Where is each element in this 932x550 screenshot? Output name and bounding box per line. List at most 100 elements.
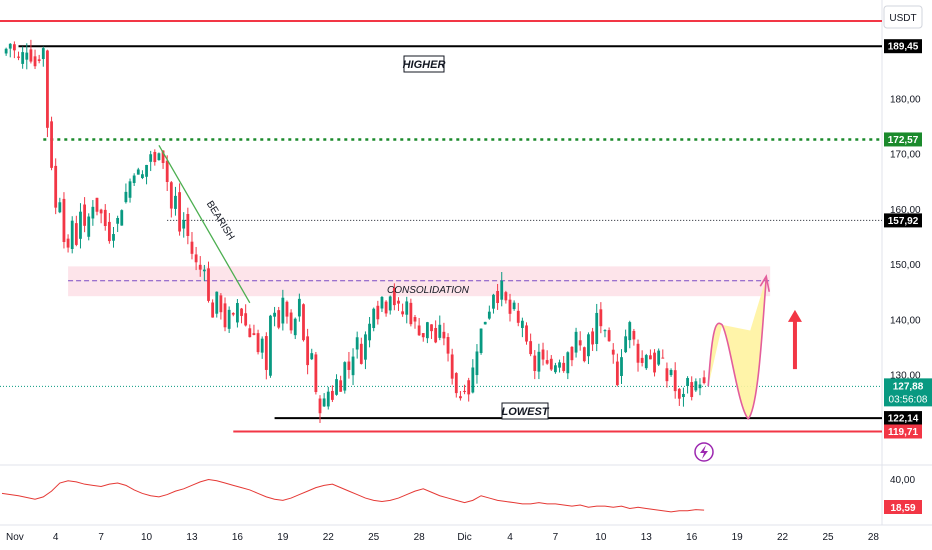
candle-body xyxy=(12,44,16,51)
candle-body xyxy=(380,296,384,309)
candle-body xyxy=(541,349,545,360)
drawings-layer xyxy=(158,145,802,421)
candle-body xyxy=(624,336,628,353)
candle-body xyxy=(153,151,157,163)
x-tick-label: 28 xyxy=(868,532,880,543)
candle-body xyxy=(504,292,508,301)
x-tick-label: Nov xyxy=(6,532,24,543)
candle-body xyxy=(587,334,590,357)
candle-body xyxy=(248,328,252,338)
candle-body xyxy=(446,337,450,354)
candle-body xyxy=(372,308,376,329)
bearish-trendline xyxy=(158,145,251,304)
svg-text:119,71: 119,71 xyxy=(888,427,918,438)
candle-body xyxy=(388,296,392,311)
candle-body xyxy=(25,52,29,60)
candle-body xyxy=(215,291,219,314)
candle-body xyxy=(219,295,223,313)
candle-body xyxy=(112,234,115,241)
candle-body xyxy=(62,198,66,243)
candle-body xyxy=(289,312,293,331)
candle-body xyxy=(314,354,318,393)
candle-body xyxy=(434,328,438,343)
candle-body xyxy=(281,297,285,324)
rsi-line xyxy=(1,479,705,513)
candle-body xyxy=(285,301,289,317)
price-axis[interactable]: 180,00 170,00 160,00 150,00 140,00 130,00 xyxy=(890,94,921,381)
candle-body xyxy=(657,350,661,365)
candle-body xyxy=(74,223,78,245)
candle-body xyxy=(236,303,239,323)
y-tick-label: 160,00 xyxy=(890,205,921,216)
candle-body xyxy=(409,302,413,325)
candle-body xyxy=(661,357,665,359)
candle-body xyxy=(566,352,570,374)
candle-body xyxy=(79,211,82,239)
candle-body xyxy=(124,191,128,203)
svg-text:127,88: 127,88 xyxy=(893,381,924,392)
tag-rsi: 18,59 xyxy=(884,500,922,514)
candle-body xyxy=(475,351,479,376)
candles-layer xyxy=(4,39,706,423)
candle-body xyxy=(355,337,359,350)
currency-chip[interactable]: USDT xyxy=(883,5,923,29)
candle-body xyxy=(595,312,599,344)
candle-body xyxy=(603,330,607,332)
svg-text:18,59: 18,59 xyxy=(890,503,915,514)
svg-text:189,45: 189,45 xyxy=(888,42,919,53)
candle-body xyxy=(202,269,206,272)
candle-body xyxy=(58,202,62,213)
x-tick-label: 13 xyxy=(641,532,653,543)
x-tick-label: 13 xyxy=(186,532,198,543)
higher-annotation[interactable]: HIGHER xyxy=(403,55,446,73)
lightning-icon[interactable] xyxy=(694,442,714,462)
candle-body xyxy=(694,381,698,391)
candle-body xyxy=(240,308,243,316)
candle-body xyxy=(91,206,95,219)
candle-body xyxy=(582,347,586,362)
candle-body xyxy=(368,323,371,341)
candle-body xyxy=(351,356,355,376)
candle-body xyxy=(107,221,111,242)
candle-body xyxy=(310,353,314,360)
candle-body xyxy=(702,377,706,384)
candle-body xyxy=(545,360,549,364)
candle-body xyxy=(331,390,334,400)
up-arrow-head xyxy=(787,309,802,322)
tag-target: 172,57 xyxy=(884,132,922,147)
x-tick-label: 7 xyxy=(553,532,559,543)
candle-body xyxy=(178,192,181,232)
candle-body xyxy=(120,210,124,226)
lowest-annotation[interactable]: LOWEST xyxy=(501,402,550,420)
candle-body xyxy=(302,304,305,341)
zones-layer xyxy=(68,266,771,297)
candle-body xyxy=(690,382,694,398)
candle-body xyxy=(413,317,417,322)
candle-body xyxy=(533,355,537,372)
tag-support: 119,71 xyxy=(884,424,922,439)
y-tick-label: 150,00 xyxy=(890,260,921,271)
candle-body xyxy=(537,351,541,372)
candle-body xyxy=(673,370,677,392)
rsi-pane xyxy=(1,479,705,513)
trend-label: BEARISH xyxy=(204,199,237,242)
candle-body xyxy=(529,341,533,355)
candle-body xyxy=(33,56,37,67)
candle-body xyxy=(136,169,140,175)
candle-body xyxy=(223,303,227,328)
candle-body xyxy=(615,361,619,386)
time-axis[interactable]: Nov 4 7 10 13 16 19 22 25 28 Dic 4 7 10 13 16 19 22 25 28 xyxy=(6,532,879,543)
grid xyxy=(0,0,932,526)
x-tick-label: 25 xyxy=(368,532,380,543)
svg-text:172,57: 172,57 xyxy=(888,135,919,146)
candle-body xyxy=(182,219,186,229)
candle-body xyxy=(103,209,107,227)
candle-body xyxy=(29,49,33,62)
candle-body xyxy=(471,367,475,393)
candle-body xyxy=(339,380,343,392)
x-tick-label: 10 xyxy=(141,532,153,543)
candle-body xyxy=(66,238,70,248)
candle-body xyxy=(343,362,347,391)
candle-body xyxy=(260,338,264,353)
